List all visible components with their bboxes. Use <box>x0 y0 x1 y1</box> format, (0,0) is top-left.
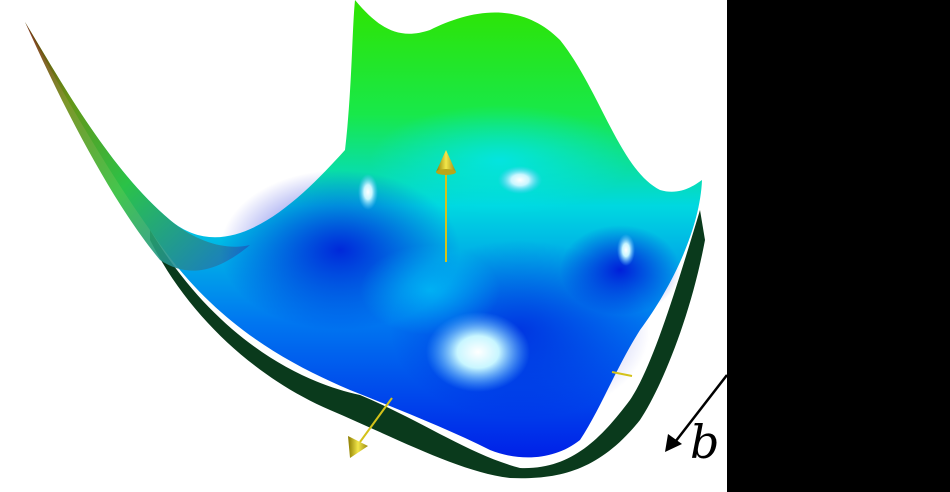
blue-basin-right <box>560 225 680 315</box>
axis-label-b: b <box>690 415 719 469</box>
highlight-main <box>426 312 530 392</box>
highlight-left <box>358 174 378 210</box>
diagonal-axis-line <box>359 397 393 443</box>
axis-arrow-icon <box>671 374 728 447</box>
right-axis-tick <box>611 371 633 377</box>
cyan-ridge <box>370 105 630 215</box>
highlight-top <box>498 166 542 194</box>
down-arrow-cone-icon <box>348 436 368 458</box>
right-black-panel <box>727 0 950 492</box>
surface-left-wall <box>25 22 250 271</box>
up-arrow-cone-base <box>436 169 456 175</box>
up-arrow-cone-icon <box>436 150 456 172</box>
axis-arrowhead <box>665 434 682 452</box>
highlight-right <box>617 234 635 266</box>
cyan-ridge-low <box>360 245 500 335</box>
